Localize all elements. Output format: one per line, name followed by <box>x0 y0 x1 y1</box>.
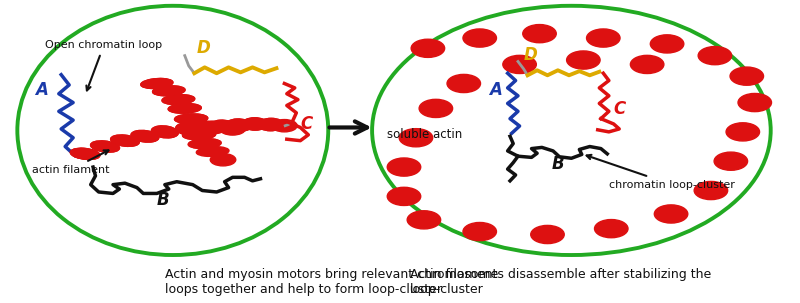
Text: chromatin loop-cluster: chromatin loop-cluster <box>586 155 734 190</box>
Ellipse shape <box>210 120 236 132</box>
Ellipse shape <box>242 118 268 130</box>
Ellipse shape <box>131 130 158 142</box>
Ellipse shape <box>176 123 202 135</box>
Ellipse shape <box>586 29 620 47</box>
Ellipse shape <box>654 205 688 223</box>
Text: A: A <box>35 81 48 99</box>
Ellipse shape <box>188 139 221 148</box>
Ellipse shape <box>463 29 497 47</box>
Text: Open chromatin loop: Open chromatin loop <box>46 40 162 90</box>
Ellipse shape <box>162 95 194 105</box>
Ellipse shape <box>174 114 208 123</box>
Ellipse shape <box>503 55 536 74</box>
Ellipse shape <box>738 93 771 112</box>
Ellipse shape <box>188 139 221 148</box>
Ellipse shape <box>226 119 252 131</box>
Ellipse shape <box>698 47 732 65</box>
Ellipse shape <box>182 130 216 140</box>
Ellipse shape <box>131 130 158 142</box>
Text: Actin and myosin motors bring relevant chromosome
loops together and help to for: Actin and myosin motors bring relevant c… <box>165 268 498 296</box>
Ellipse shape <box>151 126 178 138</box>
Ellipse shape <box>90 141 119 152</box>
Ellipse shape <box>594 220 628 238</box>
Ellipse shape <box>242 118 268 130</box>
Ellipse shape <box>151 126 178 138</box>
Ellipse shape <box>566 51 600 69</box>
Ellipse shape <box>174 114 208 123</box>
Text: C: C <box>614 100 626 118</box>
Ellipse shape <box>399 129 433 147</box>
Ellipse shape <box>168 104 202 113</box>
Ellipse shape <box>180 122 206 134</box>
Ellipse shape <box>650 35 684 53</box>
Ellipse shape <box>407 211 441 229</box>
Ellipse shape <box>411 39 445 57</box>
Ellipse shape <box>387 187 421 205</box>
Ellipse shape <box>210 120 236 132</box>
Ellipse shape <box>210 154 236 166</box>
Ellipse shape <box>141 78 173 88</box>
Ellipse shape <box>153 86 185 96</box>
Ellipse shape <box>110 135 139 146</box>
Ellipse shape <box>162 95 194 105</box>
Ellipse shape <box>70 148 100 159</box>
Text: D: D <box>197 39 210 57</box>
Ellipse shape <box>194 122 220 134</box>
Text: A: A <box>490 81 502 99</box>
Ellipse shape <box>70 148 100 159</box>
Ellipse shape <box>110 135 139 146</box>
Ellipse shape <box>463 222 497 241</box>
Text: C: C <box>300 115 313 133</box>
Ellipse shape <box>196 147 229 156</box>
Ellipse shape <box>200 121 226 134</box>
Ellipse shape <box>200 121 226 134</box>
Ellipse shape <box>714 152 747 170</box>
Ellipse shape <box>176 123 202 135</box>
Text: soluble actin: soluble actin <box>387 128 462 141</box>
Text: D: D <box>523 46 538 64</box>
Ellipse shape <box>153 86 185 96</box>
Ellipse shape <box>220 123 246 135</box>
Ellipse shape <box>178 123 211 132</box>
Ellipse shape <box>70 148 100 159</box>
Ellipse shape <box>630 55 664 74</box>
Ellipse shape <box>694 181 728 200</box>
Ellipse shape <box>258 118 284 131</box>
Ellipse shape <box>226 119 252 131</box>
Ellipse shape <box>141 78 173 88</box>
Ellipse shape <box>730 67 763 85</box>
Ellipse shape <box>272 120 297 132</box>
Ellipse shape <box>90 141 119 152</box>
Text: Actin filaments disassemble after stabilizing the
loop-cluster: Actin filaments disassemble after stabil… <box>410 268 711 296</box>
Ellipse shape <box>387 158 421 176</box>
Ellipse shape <box>447 75 481 93</box>
Ellipse shape <box>168 104 202 113</box>
Ellipse shape <box>419 99 453 118</box>
Text: B: B <box>157 191 170 209</box>
Ellipse shape <box>194 122 220 134</box>
Ellipse shape <box>530 225 564 244</box>
Text: actin filament: actin filament <box>32 150 109 175</box>
Ellipse shape <box>258 118 284 131</box>
Ellipse shape <box>522 25 556 43</box>
Ellipse shape <box>180 122 206 134</box>
Ellipse shape <box>726 123 759 141</box>
Text: B: B <box>551 155 564 172</box>
Ellipse shape <box>178 123 211 132</box>
Ellipse shape <box>182 130 216 140</box>
